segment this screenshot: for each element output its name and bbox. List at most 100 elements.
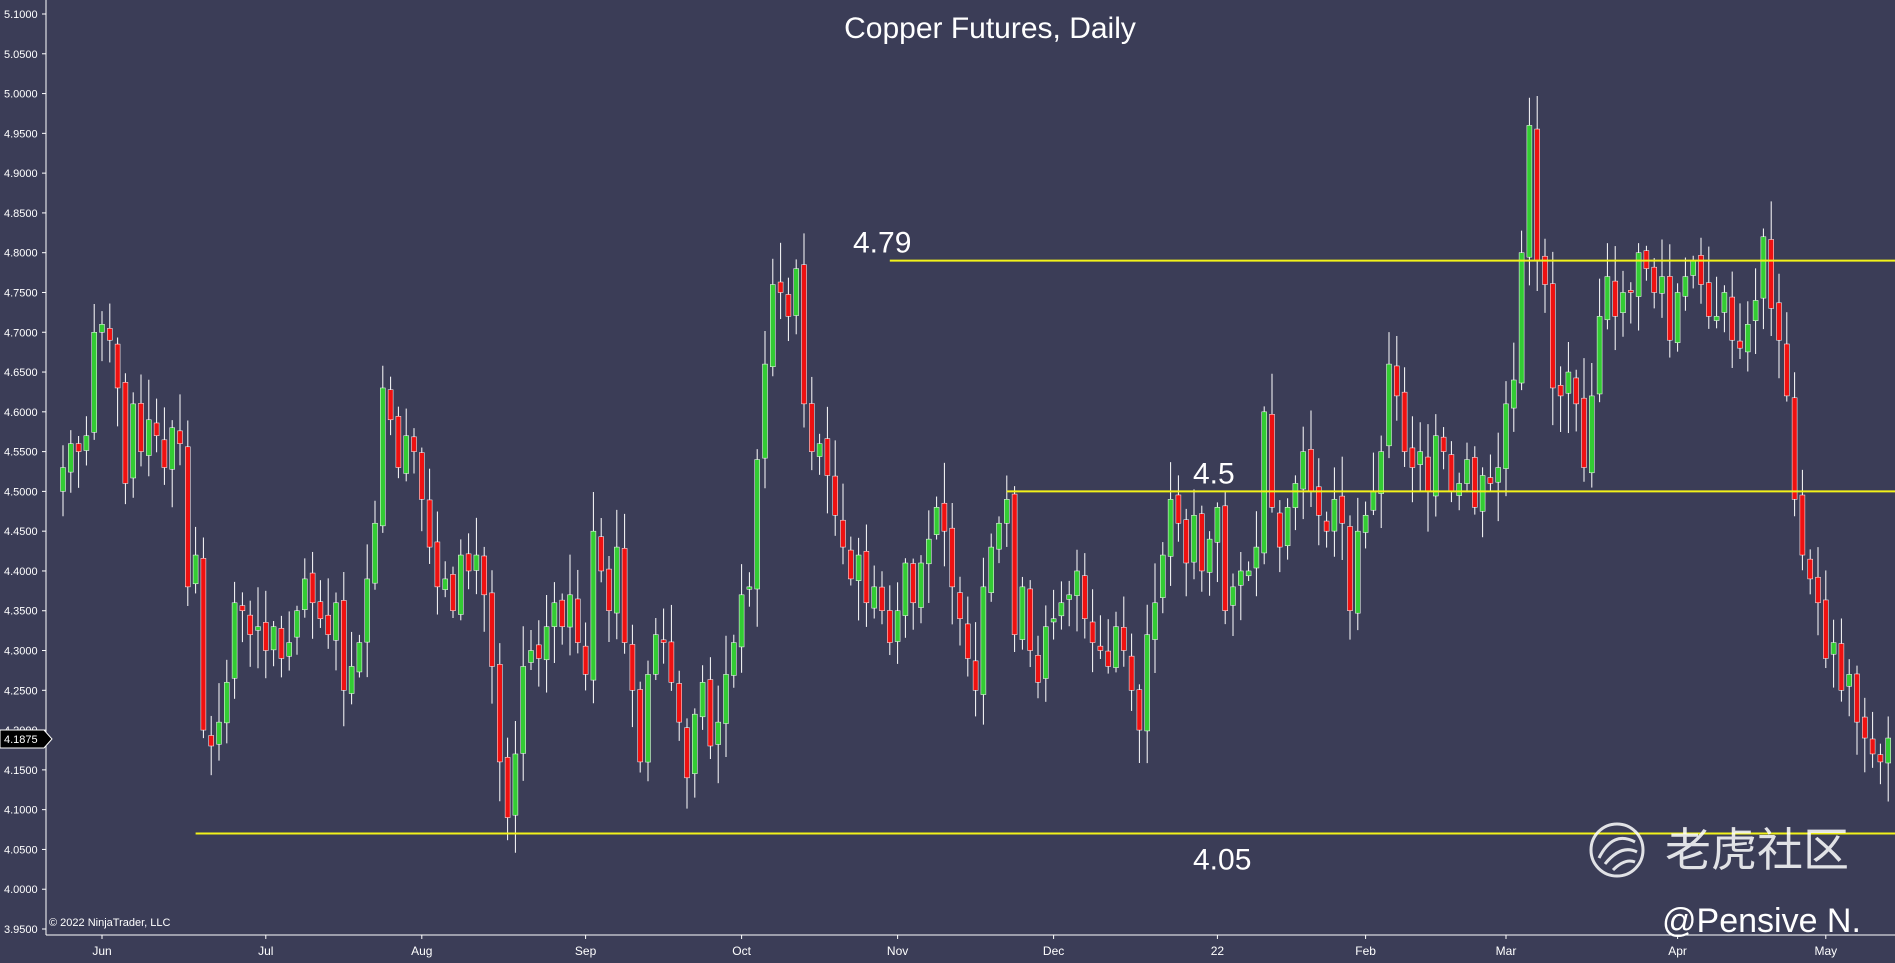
candle-body xyxy=(122,382,129,484)
candle-body xyxy=(848,549,854,580)
y-tick-label: 5.0000 xyxy=(4,89,38,101)
candle-body xyxy=(855,554,862,581)
candle-body xyxy=(1448,454,1455,492)
copyright-notice: © 2022 NinjaTrader, LLC xyxy=(49,917,170,929)
candle-body xyxy=(637,689,643,763)
y-tick-label: 4.4500 xyxy=(4,526,38,538)
candle-body xyxy=(1214,507,1221,543)
candle-body xyxy=(395,416,402,468)
candle-body xyxy=(575,598,581,643)
candle-body xyxy=(606,568,612,611)
candle-body xyxy=(785,294,792,317)
level-label: 4.5 xyxy=(1193,457,1235,490)
candle-body xyxy=(1542,255,1548,285)
candle-body xyxy=(169,427,175,470)
candle-body xyxy=(1199,513,1205,572)
candle-body xyxy=(1409,447,1416,468)
y-tick-label: 4.9000 xyxy=(4,168,38,180)
candles xyxy=(60,96,1891,853)
y-axis: 5.1000 5.0500 5.0000 4.9500 4.9000 4.8500 4.80… xyxy=(4,0,47,936)
candle-body xyxy=(1737,340,1743,349)
candle-body xyxy=(1292,483,1299,508)
candle-body xyxy=(972,660,979,691)
x-tick-label: Apr xyxy=(1668,944,1687,958)
candle-body xyxy=(1144,634,1150,732)
candle-body xyxy=(403,435,409,474)
candle-body xyxy=(458,554,464,615)
candle-body xyxy=(1035,655,1041,683)
candle-body xyxy=(1815,576,1821,604)
candle-body xyxy=(146,419,152,456)
candle-body xyxy=(520,666,526,754)
candle-body xyxy=(107,328,113,341)
candle-body xyxy=(1082,575,1088,619)
candle-body xyxy=(1206,538,1213,573)
x-tick-label: Nov xyxy=(887,944,908,958)
candle-body xyxy=(590,530,597,681)
watermark: 老虎社区 @Pensive N. xyxy=(1589,822,1861,940)
candle-body xyxy=(1323,520,1330,532)
candle-body xyxy=(1628,290,1634,293)
candle-body xyxy=(255,626,261,631)
candle-body xyxy=(777,281,784,293)
candle-body xyxy=(364,578,370,643)
candle-body xyxy=(302,578,308,610)
candle-body xyxy=(114,343,121,389)
candle-body xyxy=(809,403,815,452)
candle-body xyxy=(614,546,620,614)
candle-body xyxy=(1550,283,1556,389)
candle-body xyxy=(1526,125,1533,258)
candle-body xyxy=(450,574,456,611)
candle-body xyxy=(1074,570,1080,596)
candle-body xyxy=(1667,276,1673,341)
candle-body xyxy=(426,499,433,548)
candle-body xyxy=(356,642,363,673)
candle-body xyxy=(1433,435,1439,497)
candle-body xyxy=(1846,674,1852,687)
candle-body xyxy=(660,639,667,643)
candle-body xyxy=(1011,493,1018,635)
candle-body xyxy=(770,284,776,368)
candle-body xyxy=(1760,236,1767,299)
candle-body xyxy=(1394,365,1400,397)
candle-body xyxy=(949,527,955,588)
candle-body xyxy=(965,623,971,659)
candle-body xyxy=(247,614,253,635)
candle-body xyxy=(465,553,472,572)
y-tick-label: 4.0500 xyxy=(4,844,38,856)
candle-body xyxy=(200,558,207,731)
candle-body xyxy=(1682,276,1689,297)
x-tick-label: Dec xyxy=(1043,944,1064,958)
y-tick-label: 4.1000 xyxy=(4,805,38,817)
candle-body xyxy=(1121,626,1127,651)
candle-body xyxy=(1152,602,1158,640)
x-tick-label: Feb xyxy=(1355,944,1376,958)
candle-body xyxy=(286,642,292,657)
candle-body xyxy=(1339,495,1345,524)
candle-body xyxy=(185,446,191,588)
candle-body xyxy=(645,674,651,763)
candle-body xyxy=(980,586,987,695)
candle-body xyxy=(879,586,885,611)
candle-body xyxy=(1347,526,1353,611)
y-tick-label: 4.6000 xyxy=(4,407,38,419)
candle-body xyxy=(1183,519,1189,564)
watermark-author: @Pensive N. xyxy=(1662,902,1861,940)
tiger-logo-icon xyxy=(1589,822,1645,878)
candle-body xyxy=(1378,451,1384,494)
candle-body xyxy=(816,443,823,457)
y-tick-label: 4.5500 xyxy=(4,447,38,459)
candle-body xyxy=(1113,626,1119,668)
candle-body xyxy=(1472,457,1478,508)
candle-body xyxy=(629,644,636,691)
candle-body xyxy=(567,594,573,628)
candle-body xyxy=(1776,302,1782,341)
candle-body xyxy=(1027,588,1033,651)
x-tick-label: Oct xyxy=(732,944,751,958)
candle-body xyxy=(434,541,441,588)
candle-body xyxy=(863,551,870,604)
support-resistance-levels: 4.79 4.5 4.05 xyxy=(195,227,1895,877)
y-tick-label: 4.3500 xyxy=(4,606,38,618)
candle-body xyxy=(504,757,511,818)
candle-body xyxy=(1495,467,1501,483)
